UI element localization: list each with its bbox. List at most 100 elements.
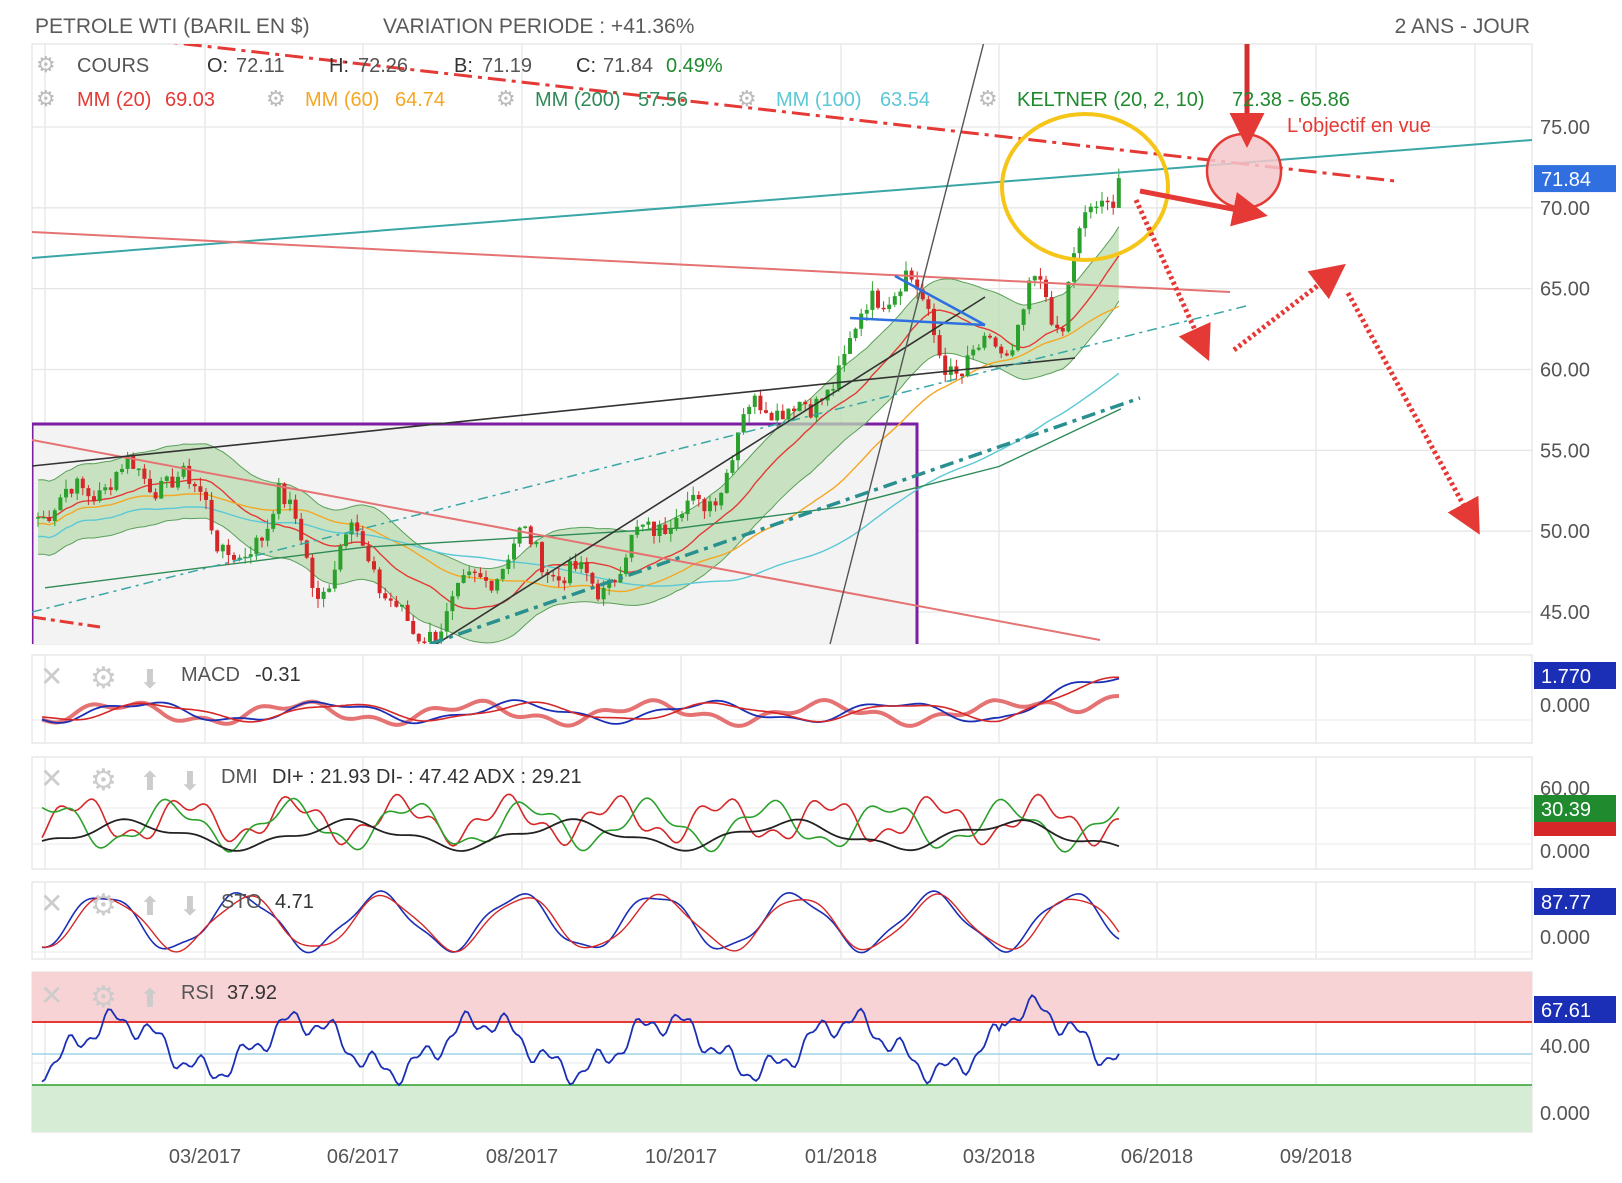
candle-body [808,404,813,418]
close-icon[interactable]: ✕ [40,888,63,919]
teal-dashdot-line [32,304,1251,613]
sto-tick-label: 0.000 [1540,927,1590,949]
candle-body [965,355,970,377]
candle-body [876,290,880,308]
candle-body [568,561,572,584]
candle-body [355,522,360,532]
rsi-badge-text: 67.61 [1541,1000,1591,1022]
y-axis: 75.00 70.00 65.00 60.00 55.00 50.00 45.00 0.000… [1540,117,1590,1125]
candle-body [674,517,679,529]
value-badges: 71.84 1.770 30.39 87.77 67.61 [1534,165,1616,1023]
candle-body [1083,212,1088,229]
blue-triangle-base [849,316,986,327]
rsi-line [41,994,1120,1087]
legend-mm60: MM (60) [305,89,379,111]
candle-body [86,488,91,497]
dmi-badge [1534,795,1616,822]
candle-body [892,296,897,305]
candle-body [248,554,253,557]
candle-body [836,365,841,390]
gear-icon[interactable]: ⚙ [36,86,56,111]
gear-icon[interactable]: ⚙ [90,889,117,922]
dmi-tick-label: 0.000 [1540,841,1590,863]
x-tick-label: 03/2017 [169,1146,241,1168]
arrow-down-icon[interactable]: ⬇ [139,664,161,694]
candle-body [551,575,556,577]
candle-body [97,490,102,502]
dmi-panel [31,756,1533,870]
arrow-up-icon[interactable]: ⬆ [139,983,161,1013]
trend-drawings [32,44,1532,644]
candle-body [192,483,197,487]
dmi-controls: ✕ ⚙ ⬆ ⬇ DMI DI+ : 21.93 DI- : 47.42 ADX … [40,763,582,797]
candle-body [1016,324,1020,351]
candle-body [607,580,612,588]
candle-body [321,591,326,599]
candle-body [332,569,337,589]
mm20-line [37,255,1120,610]
macd-badge-text: 1.770 [1541,666,1591,688]
sto-label: STO [221,891,262,913]
candle-body [1094,206,1099,209]
candle-body [685,500,690,515]
macd-line [41,677,1120,725]
macd-value: -0.31 [255,664,301,686]
candle-body [108,487,113,490]
legend-c-value: 71.84 [603,55,653,77]
close-icon[interactable]: ✕ [40,661,63,692]
arrow-up-icon[interactable]: ⬆ [139,891,161,921]
candle-body [484,577,488,581]
gear-icon[interactable]: ⚙ [90,662,117,695]
close-icon[interactable]: ✕ [40,980,63,1011]
candle-body [1100,200,1104,207]
adx-line [41,818,1120,852]
arrow-down-icon[interactable]: ⬇ [179,766,201,796]
black-uptrend-line [435,296,986,644]
candle-body [299,518,304,541]
candle-body [780,410,785,420]
arrow-down-icon[interactable]: ⬇ [179,891,201,921]
dotted-arrow-down [1133,198,1211,362]
blue-triangle-top [894,274,986,327]
candle-body [579,562,584,569]
gear-icon[interactable]: ⚙ [978,86,998,111]
candle-body [1038,276,1043,280]
candle-body [372,561,376,570]
candle-body [383,593,388,599]
rsi-tick-label: 0.000 [1540,1103,1590,1125]
gear-icon[interactable]: ⚙ [90,981,117,1014]
candle-body [635,526,640,535]
candle-body [1066,281,1071,332]
candle-body [136,468,141,471]
candle-body [730,460,735,473]
candle-body [243,556,248,559]
black-steep-line [829,44,985,644]
legend-keltner-value: 72.38 - 65.86 [1232,89,1350,111]
macd-label: MACD [181,664,240,686]
legend-mm100: MM (100) [776,89,862,111]
rsi-label: RSI [181,982,214,1004]
period-selector[interactable]: 2 ANS - JOUR [1395,15,1530,38]
gear-icon[interactable]: ⚙ [36,52,56,77]
legend-o-label: O: [207,55,228,77]
legend-mm200-value: 57.56 [638,89,688,111]
candle-body [652,521,656,536]
candle-body [36,517,40,519]
close-icon[interactable]: ✕ [40,763,63,794]
candle-body [310,557,315,588]
candle-body [1004,353,1009,356]
candle-body [450,596,455,612]
candle-body [1027,280,1032,310]
gear-icon[interactable]: ⚙ [90,764,117,797]
candle-body [58,497,63,511]
gear-icon[interactable]: ⚙ [737,86,757,111]
candle-body [713,501,718,506]
candle-body [120,468,124,472]
y-tick-label: 45.00 [1540,602,1590,624]
gear-icon[interactable]: ⚙ [266,86,286,111]
candle-body [204,491,208,500]
candle-body [400,604,404,607]
arrow-up-icon[interactable]: ⬆ [139,766,161,796]
teal-bold-dashdot [429,396,1141,644]
gear-icon[interactable]: ⚙ [496,86,516,111]
